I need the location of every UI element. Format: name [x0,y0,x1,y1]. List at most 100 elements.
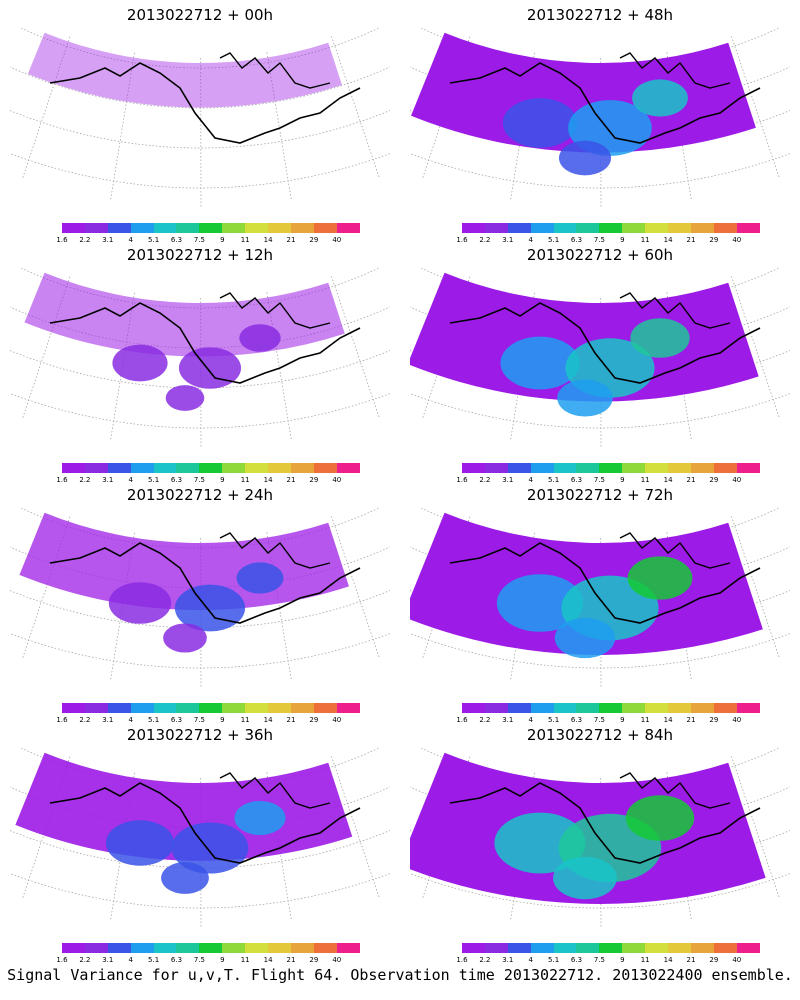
colorbar-swatch [736,463,760,473]
map-panel: 2013022712 + 12h 1.6 2.2 3.1 4 5.1 6.3 7.5 9 11 14… [0,240,400,485]
colorbar-tick-label: 29 [309,716,319,724]
colorbar-swatch [245,223,269,233]
colorbar-swatch [599,703,623,713]
colorbar-tick-label: 6.3 [170,236,183,244]
coastline [449,542,761,624]
polar-map [410,28,790,208]
coastline [219,292,331,329]
colorbar-swatch [245,703,269,713]
colorbar-swatch [313,223,337,233]
colorbar-swatch [268,223,291,233]
colorbar-tick-label: 1.6 [456,236,468,244]
panel-title: 2013022712 + 60h [526,246,674,264]
colorbar-tick-label: 2.2 [479,956,491,964]
colorbar-tick-label: 21 [686,956,696,964]
colorbar-tick-label: 4 [128,236,133,244]
meridian-line [731,756,780,899]
variance-contour [502,98,578,148]
colorbar-swatch [484,703,508,713]
colorbar-swatch [176,223,200,233]
colorbar-swatch [62,943,85,953]
colorbar-swatch [622,943,646,953]
latitude-line [10,153,390,189]
colorbar-tick-label: 11 [240,716,250,724]
colorbar-swatch [245,463,269,473]
colorbar-tick-label: 40 [732,236,742,244]
colorbar-tick-label: 40 [332,716,342,724]
colorbar-ticks: 1.6 2.2 3.1 4 5.1 6.3 7.5 9 11 14 21 29 40 [56,476,360,486]
colorbar-tick-label: 7.5 [193,236,205,244]
colorbar-ticks: 1.6 2.2 3.1 4 5.1 6.3 7.5 9 11 14 21 29 40 [56,956,360,966]
colorbar-tick-label: 14 [263,956,273,964]
colorbar-tick-label: 1.6 [56,956,68,964]
colorbar [462,703,760,713]
colorbar-tick-label: 5.1 [548,716,560,724]
colorbar-swatch [84,943,108,953]
colorbar-swatch [199,463,223,473]
variance-contour [161,862,209,894]
colorbar-ticks: 1.6 2.2 3.1 4 5.1 6.3 7.5 9 11 14 21 29 40 [456,956,760,966]
colorbar-swatch [530,463,554,473]
latitude-line [10,393,390,429]
colorbar-tick-label: 1.6 [456,476,468,484]
panel-title: 2013022712 + 12h [126,246,274,264]
colorbar-tick-label: 7.5 [593,236,605,244]
panel-title: 2013022712 + 48h [526,6,674,24]
colorbar-swatch [336,463,360,473]
colorbar-tick-label: 6.3 [170,956,183,964]
colorbar-tick-label: 9 [220,476,225,484]
latitude-line [420,268,780,309]
colorbar-tick-label: 6.3 [170,716,183,724]
colorbar-tick-label: 5.1 [548,956,560,964]
colorbar-tick-label: 29 [709,956,719,964]
colorbar-swatch [313,463,337,473]
colorbar-tick-label: 29 [309,476,319,484]
latitude-line [420,28,780,69]
colorbar-swatch [576,463,600,473]
colorbar-tick-label: 3.1 [102,476,114,484]
colorbar-swatch [645,943,669,953]
latitude-line [10,873,390,909]
colorbar-tick-label: 5.1 [548,236,560,244]
colorbar-tick-label: 9 [220,716,225,724]
colorbar-ticks: 1.6 2.2 3.1 4 5.1 6.3 7.5 9 11 14 21 29 40 [56,716,360,726]
variance-field [24,272,345,357]
colorbar-swatch [553,703,577,713]
colorbar-swatch [484,943,508,953]
colorbar [62,943,360,953]
colorbar-swatch [62,703,85,713]
colorbar-swatch [576,943,600,953]
colorbar-tick-label: 9 [620,236,625,244]
colorbar-ticks: 1.6 2.2 3.1 4 5.1 6.3 7.5 9 11 14 21 29 40 [456,236,760,246]
coastline [49,542,361,624]
colorbar-tick-label: 14 [663,716,673,724]
variance-contour [108,582,172,624]
colorbar-swatch [553,943,577,953]
colorbar-tick-label: 6.3 [570,476,583,484]
variance-field [410,272,759,402]
variance-contour [553,856,617,900]
colorbar-swatch [290,943,314,953]
colorbar-tick-label: 21 [286,956,296,964]
colorbar-tick-label: 29 [309,236,319,244]
colorbar-swatch [222,463,246,473]
colorbar-tick-label: 1.6 [56,236,68,244]
latitude-line [10,66,390,109]
colorbar-tick-label: 9 [620,476,625,484]
colorbar-tick-label: 11 [240,476,250,484]
variance-field [27,32,342,108]
colorbar-swatch [153,223,177,233]
colorbar-swatch [622,223,646,233]
colorbar-swatch [553,463,577,473]
colorbar-tick-label: 5.1 [148,716,160,724]
colorbar-swatch [645,223,669,233]
colorbar [62,463,360,473]
colorbar-tick-label: 21 [686,476,696,484]
colorbar-tick-label: 21 [286,716,296,724]
colorbar-swatch [690,463,714,473]
meridian-line [21,36,71,180]
colorbar-tick-label: 21 [286,476,296,484]
colorbar-swatch [245,943,269,953]
colorbar-swatch [599,223,623,233]
meridian-line [731,516,780,659]
